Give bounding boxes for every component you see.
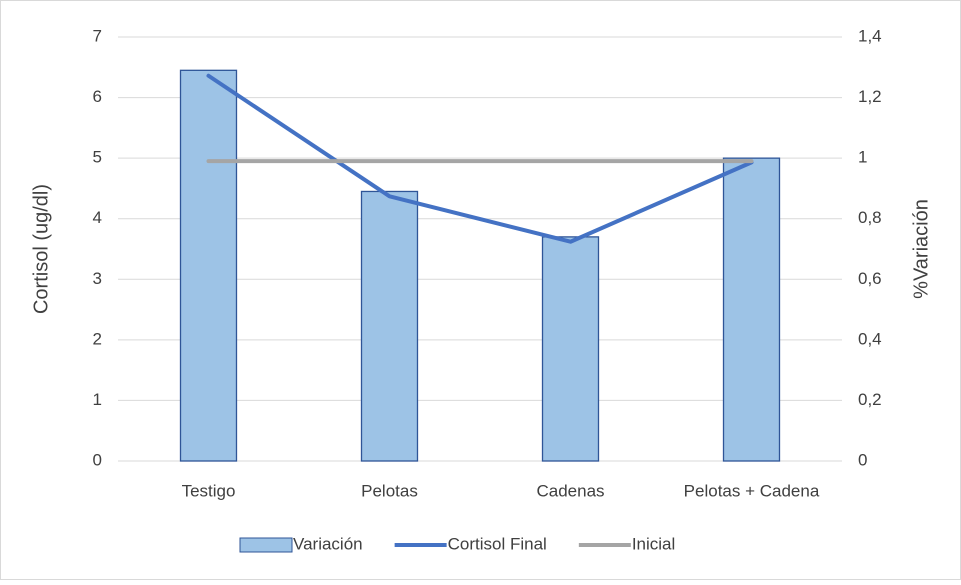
- y-tick-label: 4: [93, 208, 102, 227]
- y-tick-label: 1: [93, 390, 102, 409]
- bar: [722, 157, 781, 462]
- y-tick-label: 0: [93, 450, 102, 469]
- legend-label: Cortisol Final: [448, 534, 547, 553]
- y2-tick-label: 0: [858, 450, 867, 469]
- y-tick-label: 7: [93, 26, 102, 45]
- legend-label: Variación: [293, 534, 363, 553]
- legend-swatch: [239, 537, 293, 553]
- x-tick-label: Cadenas: [536, 481, 604, 500]
- x-tick-label: Pelotas: [361, 481, 418, 500]
- line: [206, 73, 754, 244]
- y2-tick-label: 1,4: [858, 26, 882, 45]
- y2-tick-label: 0,4: [858, 329, 882, 348]
- y2-tick-label: 0,6: [858, 269, 882, 288]
- x-tick-label: Pelotas + Cadena: [684, 481, 820, 500]
- legend-label: Inicial: [632, 534, 675, 553]
- y-tick-label: 6: [93, 87, 102, 106]
- y-tick-label: 2: [93, 329, 102, 348]
- y2-tick-label: 1: [858, 148, 867, 167]
- y-tick-label: 3: [93, 269, 102, 288]
- y2-axis-title: %Variación: [910, 199, 932, 299]
- bar: [541, 236, 600, 462]
- y-axis-title: Cortisol (ug/dl): [30, 184, 52, 314]
- y-tick-label: 5: [93, 148, 102, 167]
- y2-tick-label: 0,2: [858, 390, 882, 409]
- bar: [179, 69, 238, 462]
- x-tick-label: Testigo: [182, 481, 236, 500]
- bar: [360, 190, 419, 462]
- y2-tick-label: 1,2: [858, 87, 882, 106]
- y2-tick-label: 0,8: [858, 208, 882, 227]
